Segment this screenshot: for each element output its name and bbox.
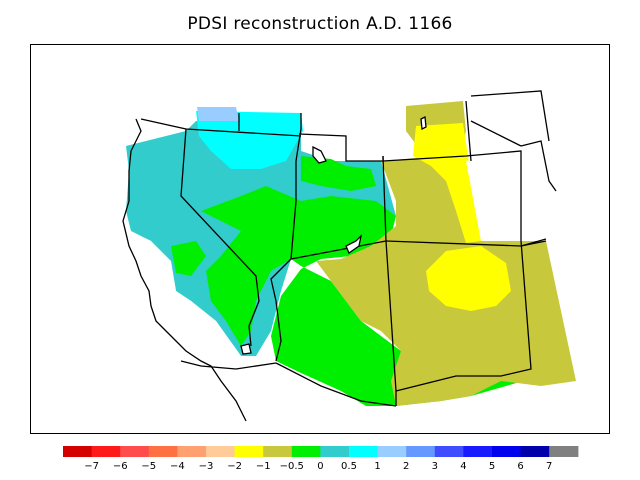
colorbar-tick-label: −7: [84, 461, 99, 472]
pacific-coastline: [122, 118, 247, 422]
lakes: [240, 115, 427, 355]
colorbar-tick-label: −3: [199, 461, 214, 472]
colorbar-swatch: [492, 446, 522, 457]
colorbar-tick-label: 2: [403, 461, 409, 472]
colorbar-tick-label: −5: [141, 461, 156, 472]
colorbar-swatch: [320, 446, 350, 457]
colorbar-swatch: [234, 446, 264, 457]
colorbar-swatch: [63, 446, 93, 457]
colorbar-tick-label: −1: [256, 461, 271, 472]
dry-region-northeast: [413, 123, 481, 243]
colorbar-tick-label: 5: [489, 461, 495, 472]
colorbar-tick-label: −0.5: [280, 461, 304, 472]
colorbar-tick-label: 4: [460, 461, 466, 472]
colorbar-tick-label: 6: [517, 461, 523, 472]
colorbar-swatch: [91, 446, 121, 457]
colorbar-swatch: [434, 446, 464, 457]
colorbar-swatch: [206, 446, 236, 457]
no-data-ne: [466, 151, 521, 241]
colorbar-tick-label: 0.5: [341, 461, 357, 472]
normal-region-west: [171, 241, 206, 276]
very-wet-region: [197, 107, 239, 121]
colorbar-swatch: [406, 446, 436, 457]
colorbar-tick-label: −6: [113, 461, 128, 472]
colorbar-swatch: [463, 446, 493, 457]
colorbar-swatch: [520, 446, 550, 457]
state-boundaries: [140, 90, 557, 407]
colorbar-swatch: [349, 446, 379, 457]
colorbar-tick-label: 0: [317, 461, 323, 472]
map-title: PDSI reconstruction A.D. 1166: [187, 14, 453, 34]
colorbar-swatch: [148, 446, 178, 457]
pdsi-map: [122, 90, 576, 422]
colorbar-tick-label: 1: [374, 461, 380, 472]
colorbar-swatch: [549, 446, 579, 457]
wet-region-north: [196, 111, 303, 169]
colorbar-swatch: [291, 446, 321, 457]
colorbar-swatch: [177, 446, 207, 457]
map-frame: [30, 44, 610, 434]
colorbar-tick-label: 3: [432, 461, 438, 472]
colorbar-tick-label: 7: [546, 461, 552, 472]
colorbar-swatch: [263, 446, 293, 457]
colorbar-swatch: [120, 446, 150, 457]
normal-region-upper: [301, 156, 376, 191]
no-data-coast: [129, 231, 241, 361]
dry-region-southeast: [426, 246, 511, 311]
colorbar-tick-label: −2: [227, 461, 242, 472]
colorbar-tick-label: −4: [170, 461, 185, 472]
colorbar-swatch: [377, 446, 407, 457]
